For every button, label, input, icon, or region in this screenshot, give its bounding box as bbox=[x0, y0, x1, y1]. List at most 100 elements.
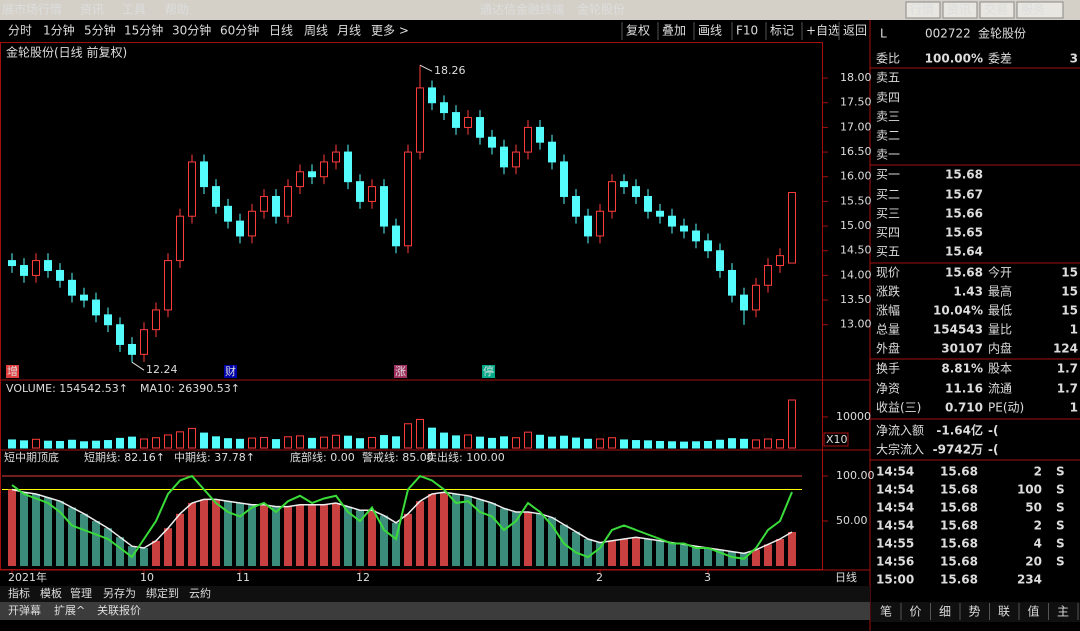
bottom-tab[interactable]: 云約 bbox=[189, 586, 211, 600]
volume-bar bbox=[332, 434, 340, 449]
quote-value: 15.66 bbox=[945, 207, 983, 221]
bottom-tab[interactable]: 模板 bbox=[40, 586, 62, 600]
bottom-tab[interactable]: 管理 bbox=[70, 586, 92, 600]
toolbar-button[interactable]: 画线 bbox=[698, 24, 722, 38]
menu-button-label[interactable]: 服务 bbox=[1021, 2, 1045, 17]
bottom-tab[interactable]: 指标 bbox=[8, 586, 30, 600]
trade-time: 14:54 bbox=[876, 465, 914, 479]
toolbar-button[interactable]: 标记 bbox=[770, 24, 794, 38]
menu-button-label[interactable]: 资讯 bbox=[947, 3, 971, 17]
bottom-tab[interactable]: 关联报价 bbox=[97, 603, 141, 617]
menu-button[interactable] bbox=[905, 1, 941, 19]
indicator-bar bbox=[32, 494, 40, 566]
quote-label: 卖三 bbox=[876, 110, 900, 124]
period-tab[interactable]: 分时 bbox=[8, 24, 32, 38]
period-tab[interactable]: 月线 bbox=[337, 24, 361, 38]
candle-body bbox=[752, 284, 760, 311]
candle-body bbox=[344, 151, 352, 183]
candle-body bbox=[608, 181, 616, 212]
indicator-bar bbox=[680, 544, 688, 566]
menu-button[interactable] bbox=[942, 1, 978, 19]
indicator-bar bbox=[116, 537, 124, 566]
quote-value: 0.710 bbox=[945, 401, 983, 415]
volume-bar bbox=[32, 438, 40, 449]
reference-label: 卖出线: 100.00 bbox=[426, 450, 505, 464]
indicator-bar bbox=[92, 521, 100, 566]
volume-bar bbox=[272, 439, 280, 449]
candle-body bbox=[320, 161, 328, 178]
bottom-tab[interactable]: 另存为 bbox=[103, 586, 136, 600]
reference-label: 警戒线: 85.00 bbox=[362, 450, 434, 464]
volume-bar bbox=[656, 440, 664, 449]
quote-value: 15.64 bbox=[945, 245, 983, 259]
quote-tab[interactable]: 细 bbox=[939, 605, 951, 619]
quote-tab[interactable]: 主 bbox=[1057, 605, 1069, 619]
candle-body bbox=[452, 112, 460, 128]
menu-item[interactable]: 展市场行情 bbox=[2, 2, 62, 17]
volume-bar bbox=[776, 439, 784, 449]
indicator-bar bbox=[248, 504, 256, 566]
indicator-bar bbox=[572, 531, 580, 566]
indicator-bar bbox=[452, 494, 460, 566]
toolbar-button[interactable]: 叠加 bbox=[662, 24, 686, 38]
menu-button-label[interactable]: 行情 bbox=[910, 3, 934, 17]
y-tick-label: 16.00 bbox=[840, 170, 872, 183]
quote-tab[interactable]: 联 bbox=[998, 605, 1010, 619]
quote-tab[interactable]: 势 bbox=[969, 605, 981, 619]
y-tick-label: 17.00 bbox=[840, 120, 872, 133]
quote-value: 10.04% bbox=[933, 304, 983, 318]
bottom-tab[interactable]: 开弹幕 bbox=[8, 603, 41, 617]
menu-button[interactable] bbox=[1016, 1, 1064, 19]
menu-button[interactable] bbox=[979, 1, 1015, 19]
indicator-bar bbox=[296, 504, 304, 566]
short-line bbox=[11, 474, 793, 560]
toolbar-button[interactable]: 复权 bbox=[626, 24, 650, 38]
toolbar-button[interactable]: F10 bbox=[736, 24, 758, 38]
period-tab[interactable]: 周线 bbox=[304, 24, 328, 38]
candle-body bbox=[152, 309, 160, 331]
menu-button-label[interactable]: 交易 bbox=[984, 2, 1008, 17]
quote-tab[interactable]: 笔 bbox=[880, 604, 892, 619]
y-tick-label: 13.50 bbox=[840, 293, 872, 306]
volume-bar bbox=[692, 441, 700, 449]
candle-body bbox=[272, 195, 280, 217]
period-tab[interactable]: 1分钟 bbox=[43, 23, 75, 38]
quote-tab[interactable]: 值 bbox=[1028, 604, 1040, 619]
period-tab[interactable]: 5分钟 bbox=[84, 23, 116, 38]
period-tab[interactable]: 更多 > bbox=[371, 24, 409, 38]
period-tab[interactable]: 15分钟 bbox=[124, 23, 163, 38]
indicator-bar bbox=[224, 501, 232, 566]
toolbar-button[interactable]: +自选 bbox=[806, 24, 840, 38]
event-marker: 财 bbox=[225, 364, 236, 378]
trade-side: S bbox=[1056, 519, 1065, 533]
x-tick-label: 11 bbox=[236, 571, 250, 584]
quote-label: 现价 bbox=[876, 266, 900, 280]
candle-body bbox=[20, 265, 28, 276]
candle-body bbox=[440, 102, 448, 114]
candle-body bbox=[128, 343, 136, 355]
menu-item[interactable]: 帮助 bbox=[165, 3, 189, 17]
period-tab[interactable]: 60分钟 bbox=[220, 23, 259, 38]
quote-value: 15 bbox=[1061, 266, 1078, 280]
quote-label: 收益(三) bbox=[876, 401, 921, 415]
volume-bar bbox=[440, 432, 448, 449]
candle-body bbox=[392, 225, 400, 247]
toolbar-button[interactable]: 返回 bbox=[843, 24, 867, 38]
period-tab[interactable]: 日线 bbox=[269, 24, 293, 38]
quote-label: 今开 bbox=[988, 265, 1012, 280]
y-tick-label: 10000 bbox=[836, 410, 871, 423]
menu-item[interactable]: 资讯 bbox=[80, 3, 104, 17]
bottom-tab[interactable]: 绑定到 bbox=[146, 586, 179, 600]
candle-body bbox=[80, 294, 88, 301]
quote-tab[interactable]: 价 bbox=[910, 605, 922, 619]
period-tab[interactable]: 30分钟 bbox=[172, 23, 211, 38]
bottom-tab[interactable]: 扩展^ bbox=[54, 603, 85, 617]
event-marker: 涨 bbox=[395, 365, 406, 378]
volume-bar bbox=[476, 436, 484, 449]
menu-item[interactable]: 工具 bbox=[122, 3, 146, 17]
indicator-bar bbox=[212, 499, 220, 566]
indicator-bar bbox=[524, 512, 532, 566]
quote-value: 100.00% bbox=[925, 52, 983, 66]
indicator-bar bbox=[488, 503, 496, 566]
volume-subtitle: MA10: 26390.53↑ bbox=[140, 382, 240, 395]
